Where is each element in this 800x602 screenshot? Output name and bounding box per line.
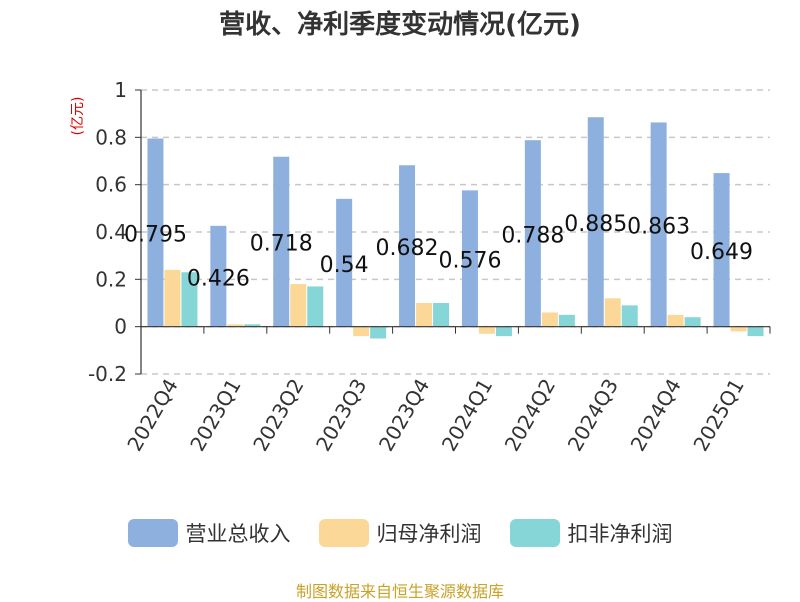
bar [416, 303, 433, 327]
bar [181, 272, 198, 327]
y-axis-label: (亿元) [70, 97, 86, 136]
data-label: 0.54 [320, 253, 369, 278]
bar [210, 225, 227, 327]
legend-label: 营业总收入 [185, 522, 291, 546]
bar [307, 286, 324, 327]
bar [399, 165, 416, 327]
legend-label: 扣非净利润 [567, 522, 673, 546]
x-tick-label: 2025Q1 [688, 375, 748, 456]
bar [747, 326, 764, 337]
x-tick-label: 2023Q2 [248, 375, 308, 456]
legend: 营业总收入 归母净利润 扣非净利润 [0, 518, 800, 548]
x-tick-label: 2023Q3 [311, 375, 371, 456]
legend-swatch [318, 519, 369, 547]
data-label: 0.682 [376, 236, 439, 261]
legend-item[interactable]: 营业总收入 [127, 518, 291, 548]
bar [370, 326, 387, 339]
bar [604, 298, 621, 327]
data-label: 0.718 [250, 232, 313, 257]
x-tick-label: 2024Q1 [437, 375, 497, 456]
source-note: 制图数据来自恒生聚源数据库 [295, 582, 504, 601]
bar [433, 303, 450, 327]
bar [336, 198, 353, 327]
y-tick-label: 1 [114, 78, 127, 102]
bars [147, 117, 764, 339]
bar [227, 324, 244, 327]
y-tick-label: 0.2 [95, 267, 127, 291]
bar [684, 317, 701, 327]
bar [524, 140, 541, 327]
legend-swatch [509, 519, 560, 547]
bar [244, 324, 261, 327]
x-tick-label: 2024Q4 [626, 375, 686, 456]
bar [713, 173, 730, 327]
bar [667, 314, 684, 327]
y-tick-label: 0 [114, 315, 127, 339]
legend-item[interactable]: 归母净利润 [318, 518, 482, 548]
data-label: 0.576 [438, 249, 501, 274]
data-label: 0.649 [690, 240, 753, 265]
x-tick-label: 2023Q4 [374, 375, 434, 456]
bar [461, 190, 478, 327]
bar [478, 326, 495, 334]
bar [558, 314, 575, 327]
data-label: 0.426 [187, 266, 250, 291]
y-tick-label: 0.6 [95, 173, 127, 197]
y-tick-label: 0.4 [95, 220, 127, 244]
bar [164, 269, 181, 327]
legend-swatch [127, 519, 178, 547]
bar [621, 305, 638, 327]
y-tick-label: 0.8 [95, 125, 127, 149]
x-tick-label: 2024Q2 [500, 375, 560, 456]
bar [273, 156, 290, 327]
legend-item[interactable]: 扣非净利润 [509, 518, 673, 548]
bar [541, 312, 558, 327]
bar [730, 326, 747, 332]
data-label: 0.885 [564, 212, 627, 237]
bar [587, 117, 604, 327]
x-tick-label: 2022Q4 [122, 375, 182, 456]
data-label: 0.788 [501, 223, 564, 248]
bar [290, 284, 307, 327]
bar [147, 138, 164, 327]
data-label: 0.863 [627, 215, 690, 240]
bar [650, 122, 667, 327]
chart-title: 营收、净利季度变动情况(亿元) [219, 10, 581, 40]
data-label: 0.795 [124, 223, 187, 248]
bar [495, 326, 512, 337]
y-tick-label: -0.2 [88, 362, 127, 386]
bar [353, 326, 370, 337]
legend-label: 归母净利润 [376, 522, 482, 546]
x-tick-label: 2024Q3 [563, 375, 623, 456]
x-tick-label: 2023Q1 [185, 375, 245, 456]
